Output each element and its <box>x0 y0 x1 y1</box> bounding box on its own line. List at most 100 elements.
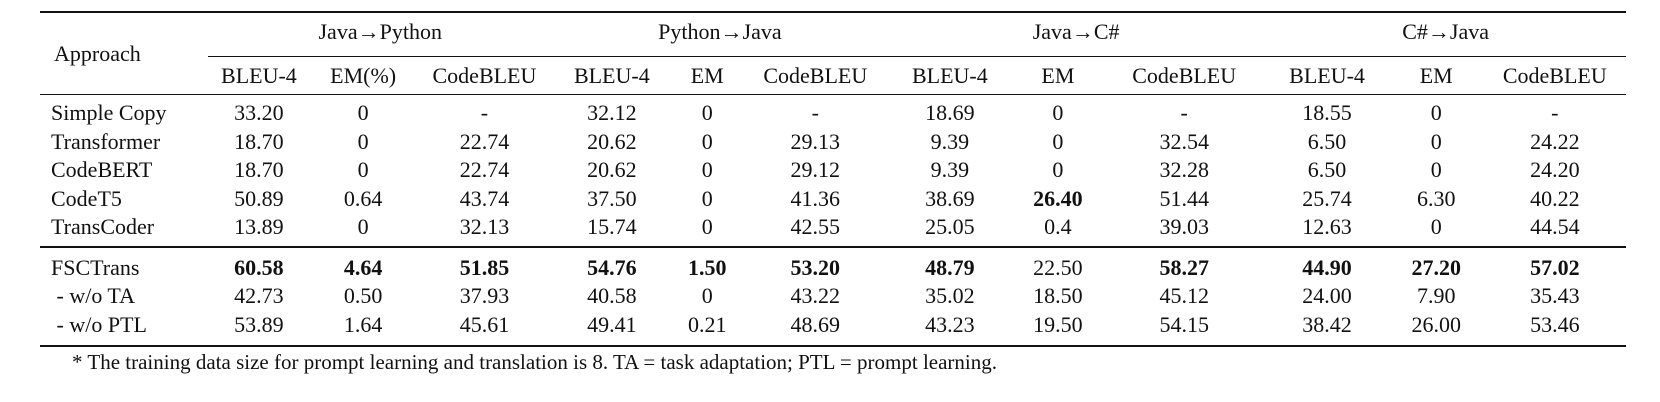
value-cell: 0.50 <box>343 283 383 309</box>
value-cell: 42.55 <box>790 214 841 240</box>
value-cell: 0 <box>701 128 713 154</box>
metric-header-row: BLEU-4 EM(%) CodeBLEU BLEU-4 EM CodeBLEU… <box>40 57 1626 95</box>
value-cell: 1.50 <box>671 247 744 283</box>
metric-header: EM <box>1419 62 1453 88</box>
value-cell: 20.62 <box>587 128 637 154</box>
value-cell: 6.50 <box>1307 157 1347 183</box>
table-row: FSCTrans 60.58 4.64 51.85 54.76 1.50 53.20 48.7… <box>40 246 1626 283</box>
value-cell: 6.30 <box>1416 185 1456 211</box>
value-cell: 33.20 <box>234 100 284 126</box>
value-cell: 18.70 <box>234 128 284 154</box>
metric-header: EM <box>1041 62 1075 88</box>
value-cell: 22.74 <box>459 157 510 183</box>
value-cell: 22.74 <box>459 128 510 154</box>
value-cell: 0 <box>357 100 369 126</box>
metric-header: BLEU-4 <box>573 62 650 88</box>
value-cell: 25.05 <box>925 214 975 240</box>
metric-header: CodeBLEU <box>1132 62 1237 88</box>
table-row: - w/o TA 42.73 0.50 37.93 40.58 0 43.22 35.02 18… <box>40 282 1626 311</box>
group-header-java-csharp: Java→C# <box>886 12 1266 57</box>
value-cell: 0 <box>1052 128 1064 154</box>
results-table: Approach Java→Python Python→Java Java→C#… <box>40 11 1626 347</box>
value-cell: 6.50 <box>1307 128 1347 154</box>
approach-cell: FSCTrans <box>51 254 140 280</box>
value-cell: 48.79 <box>887 247 1013 283</box>
group-label: Python→Java <box>658 18 782 44</box>
value-cell: 0 <box>1052 100 1064 126</box>
value-cell: 0 <box>701 185 713 211</box>
value-cell: 38.42 <box>1302 311 1352 337</box>
value-cell: 18.70 <box>234 157 284 183</box>
group-header-row: Approach Java→Python Python→Java Java→C#… <box>40 12 1626 64</box>
best-value: 27.20 <box>1411 254 1461 280</box>
table-row: Transformer 18.70 0 22.74 20.62 0 29.13 9.39 0 32… <box>40 128 1626 157</box>
value-cell: 54.15 <box>1159 311 1209 337</box>
value-cell: 19.50 <box>1033 311 1083 337</box>
value-cell: - <box>480 100 489 126</box>
value-cell: 32.12 <box>587 100 637 126</box>
value-cell: 0 <box>357 128 369 154</box>
value-cell: 0 <box>701 283 713 309</box>
value-cell: 0 <box>701 214 713 240</box>
value-cell: 25.74 <box>1302 185 1352 211</box>
group-header-python-java: Python→Java <box>552 12 887 57</box>
value-cell: 43.22 <box>790 283 841 309</box>
best-value: 44.90 <box>1302 254 1352 280</box>
value-cell: 32.54 <box>1159 128 1209 154</box>
value-cell: 4.64 <box>310 247 416 283</box>
best-value: 4.64 <box>343 254 383 280</box>
approach-header: Approach <box>54 40 141 66</box>
value-cell: 53.20 <box>744 247 887 283</box>
value-cell: 43.74 <box>459 185 510 211</box>
value-cell: 0 <box>1052 157 1064 183</box>
metric-header: BLEU-4 <box>911 62 988 88</box>
table-row: - w/o PTL 53.89 1.64 45.61 49.41 0.21 48.69 43.… <box>40 311 1626 346</box>
best-value: 48.79 <box>925 254 975 280</box>
value-cell: - <box>811 100 819 126</box>
metric-header: EM <box>690 62 724 88</box>
value-cell: 44.54 <box>1530 214 1580 240</box>
approach-cell: Simple Copy <box>51 100 167 126</box>
value-cell: 24.00 <box>1302 283 1352 309</box>
metric-header: CodeBLEU <box>432 62 537 88</box>
best-value: 26.40 <box>1033 185 1083 211</box>
value-cell: 35.02 <box>925 283 975 309</box>
value-cell: 20.62 <box>587 157 637 183</box>
value-cell: 0 <box>1430 100 1442 126</box>
value-cell: 0 <box>1430 157 1442 183</box>
value-cell: 1.64 <box>343 311 383 337</box>
table-body: Simple Copy 33.20 0-32.12 0-18.69 0-18.55 0- T… <box>40 94 1626 346</box>
value-cell: 37.50 <box>587 185 637 211</box>
value-cell: 35.43 <box>1530 283 1580 309</box>
value-cell: 18.50 <box>1033 283 1083 309</box>
value-cell: - <box>1551 100 1559 126</box>
value-cell: 53.89 <box>234 311 284 337</box>
value-cell: 9.39 <box>930 128 970 154</box>
value-cell: 51.44 <box>1159 185 1209 211</box>
value-cell: 51.85 <box>416 247 553 283</box>
best-value: 60.58 <box>234 254 284 280</box>
value-cell: 0 <box>357 157 369 183</box>
value-cell: 0 <box>701 100 713 126</box>
table-row: CodeBERT 18.70 0 22.74 20.62 0 29.12 9.39 0 32.28… <box>40 156 1626 185</box>
value-cell: 42.73 <box>234 283 284 309</box>
value-cell: 0 <box>1430 128 1442 154</box>
metric-header: EM(%) <box>330 62 397 88</box>
approach-cell: TransCoder <box>51 214 155 240</box>
table-row: Simple Copy 33.20 0 - 32.12 0 - 18.69 0 - 18.55 0 - <box>40 94 1626 128</box>
value-cell: 0 <box>701 157 713 183</box>
value-cell: 24.20 <box>1530 157 1580 183</box>
value-cell: 41.36 <box>790 185 841 211</box>
value-cell: 0 <box>357 214 369 240</box>
metric-header: BLEU-4 <box>1289 62 1365 88</box>
value-cell: 29.12 <box>790 157 841 183</box>
group-header-csharp-java: C#→Java <box>1265 12 1626 57</box>
value-cell: 32.28 <box>1159 157 1209 183</box>
best-value: 1.50 <box>687 254 727 280</box>
value-cell: 39.03 <box>1159 214 1209 240</box>
value-cell: 0.21 <box>687 311 727 337</box>
approach-cell: Transformer <box>51 128 161 154</box>
value-cell: 53.46 <box>1530 311 1580 337</box>
group-label: Java→C# <box>1032 18 1120 44</box>
